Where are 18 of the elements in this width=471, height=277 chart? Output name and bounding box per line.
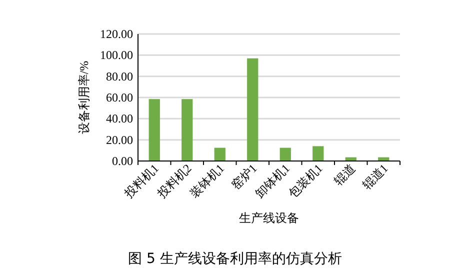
y-tick-label: 40.00	[106, 112, 133, 126]
y-tick-label: 0.00	[112, 154, 133, 168]
x-tick-label: 辊道1	[360, 161, 391, 192]
y-tick-label: 120.00	[100, 27, 133, 41]
y-axis-title: 设备利用率/%	[77, 60, 91, 134]
y-tick-label: 100.00	[100, 48, 133, 62]
x-axis-title: 生产线设备	[239, 211, 299, 225]
bar	[148, 99, 160, 161]
x-tick-label: 辊道	[331, 161, 358, 188]
text: 图 5 生产线设备利用率的仿真分析	[128, 251, 342, 267]
bar	[214, 148, 226, 161]
bar	[280, 148, 291, 161]
y-tick-label: 80.00	[106, 69, 133, 84]
bar	[312, 146, 324, 161]
bar	[247, 58, 258, 161]
y-tick-label: 20.00	[106, 132, 133, 147]
bar	[182, 99, 193, 161]
y-tick-label: 60.00	[106, 90, 133, 104]
